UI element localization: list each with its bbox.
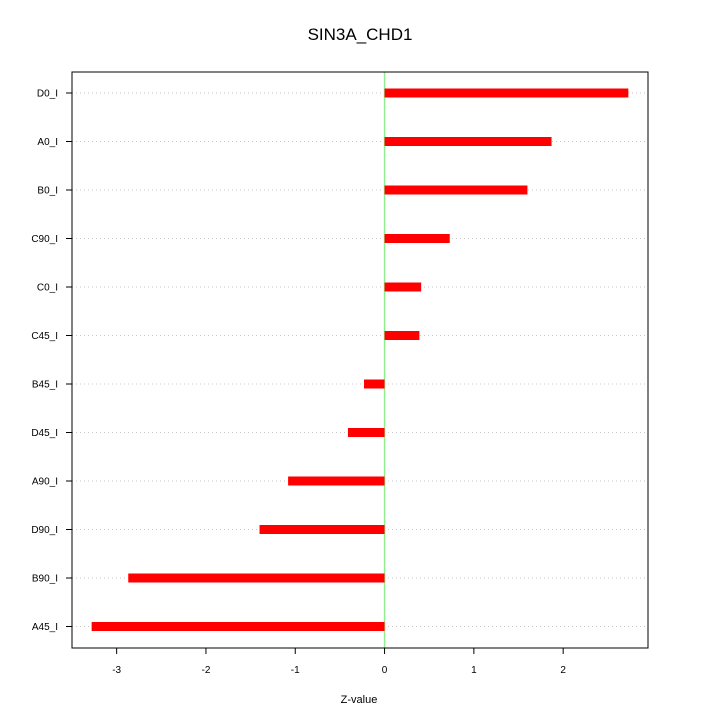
bar-C45_I [384, 331, 420, 340]
x-axis-title: Z-value [341, 694, 378, 706]
y-tick-label: C45_I [31, 331, 58, 342]
bar-C0_I [384, 282, 422, 292]
bar-A90_I [288, 476, 385, 486]
bar-layer [91, 88, 629, 631]
y-axis: D0_I A0_I B0_I C90_I C0_I C45_I B45_I D45_I A90_… [31, 89, 72, 633]
x-axis: -3 -2 -1 0 1 2 [112, 648, 566, 676]
chart-title: SIN3A_CHD1 [308, 25, 413, 44]
bar-B45_I [364, 379, 385, 389]
y-tick-label: D0_I [37, 89, 58, 100]
bar-A0_I [384, 137, 552, 146]
x-tick-label: 2 [560, 665, 566, 676]
grid-layer [72, 92, 648, 627]
bar-B0_I [384, 185, 528, 195]
bar-B90_I [128, 573, 385, 583]
bar-D90_I [259, 525, 385, 534]
y-tick-label: C90_I [31, 234, 58, 245]
x-tick-label: -1 [291, 665, 300, 676]
x-tick-label: -3 [112, 665, 121, 676]
y-tick-label: B45_I [32, 380, 58, 391]
bar-D0_I [384, 88, 629, 98]
y-tick-label: A0_I [37, 137, 58, 148]
y-tick-label: B0_I [37, 186, 58, 197]
y-tick-label: B90_I [32, 574, 58, 585]
y-tick-label: D90_I [31, 525, 58, 536]
x-tick-label: -2 [202, 665, 211, 676]
y-tick-label: C0_I [37, 283, 58, 294]
y-tick-label: A90_I [32, 477, 58, 488]
y-tick-label: D45_I [31, 428, 58, 439]
bar-D45_I [347, 428, 385, 437]
bar-C90_I [384, 234, 450, 243]
x-tick-label: 0 [382, 665, 388, 676]
bar-A45_I [91, 622, 385, 631]
y-tick-label: A45_I [32, 622, 58, 633]
plot-frame [71, 71, 649, 649]
x-tick-label: 1 [471, 665, 477, 676]
